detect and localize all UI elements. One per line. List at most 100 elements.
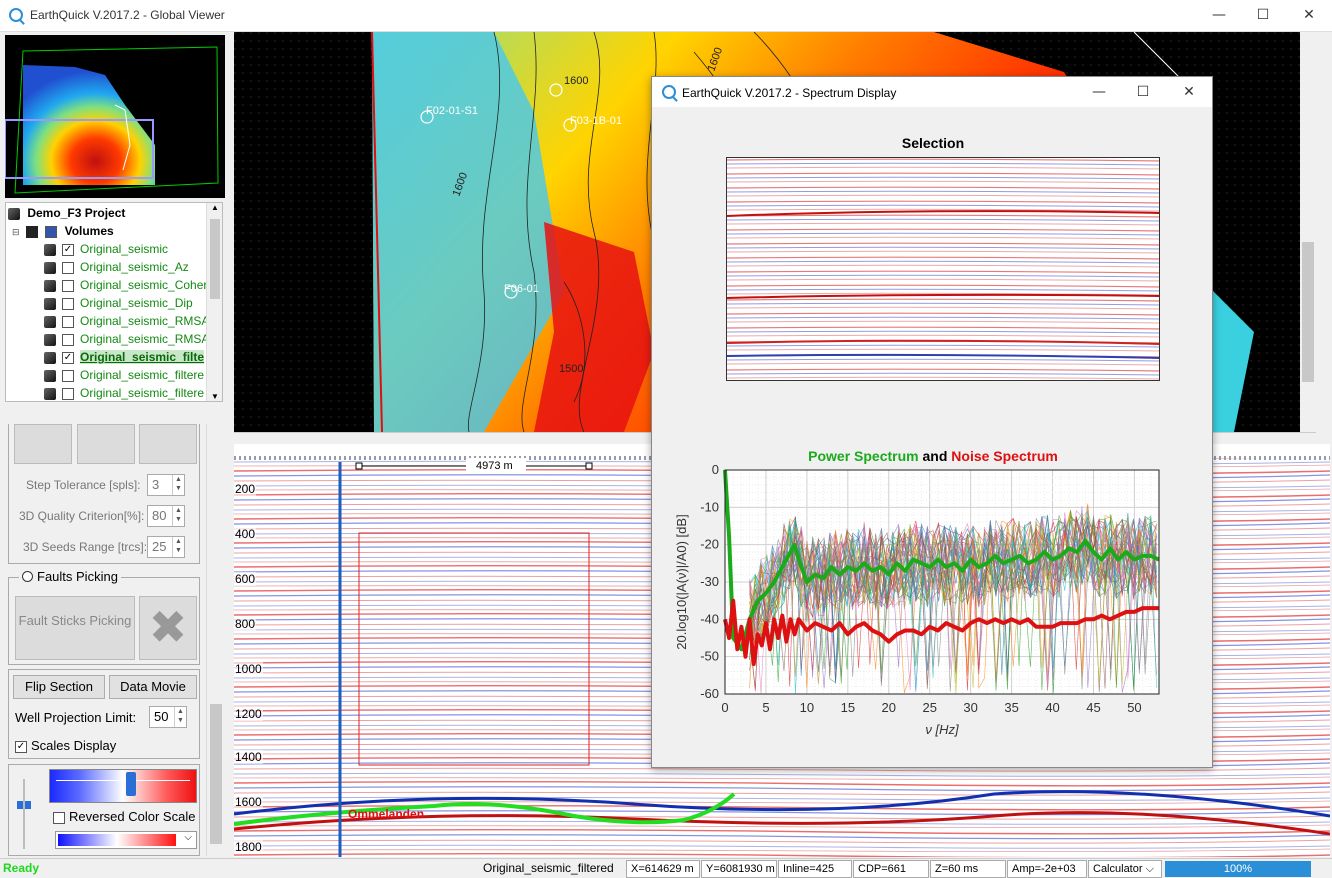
tree-volumes-row[interactable]: ⊟ Volumes — [12, 222, 114, 240]
checkbox-icon[interactable] — [53, 811, 65, 824]
tree-scroll-thumb[interactable] — [210, 219, 220, 299]
vertical-slider-track[interactable] — [23, 779, 25, 849]
x-tick-label: 5 — [762, 700, 769, 715]
spin-arrows-icon[interactable]: ▲ ▼ — [172, 537, 184, 557]
y-tick-label: -30 — [700, 574, 719, 589]
close-button[interactable]: ✕ — [1303, 7, 1315, 23]
scales-display-checkbox[interactable]: ✓ Scales Display — [15, 738, 116, 753]
volume-checkbox[interactable]: ✓ — [62, 243, 74, 256]
step-tolerance-label: Step Tolerance [spls]: — [26, 478, 141, 492]
volume-checkbox[interactable]: ✓ — [62, 351, 74, 364]
volumes-checkbox[interactable] — [45, 225, 58, 238]
fault-sticks-button[interactable]: Fault Sticks Picking — [15, 596, 135, 660]
minimize-button[interactable]: — — [1212, 7, 1226, 23]
maximize-button[interactable]: ☐ — [1256, 7, 1270, 23]
volume-cube-icon — [44, 297, 56, 310]
pick-mode-button-3[interactable] — [139, 424, 197, 464]
project-cube-icon — [8, 207, 20, 220]
chart-title-noise: Noise Spectrum — [951, 448, 1058, 464]
radio-icon[interactable] — [22, 571, 33, 582]
scroll-up-icon[interactable]: ▲ — [211, 203, 219, 212]
tree-volume-item[interactable]: ✓ Original_seismic_filte — [44, 348, 205, 366]
project-tree[interactable]: Demo_F3 Project ⊟ Volumes ✓ Original_seis… — [5, 202, 223, 402]
tree-volume-item[interactable]: ✓ Original_seismic — [44, 240, 168, 258]
tree-volume-item[interactable]: Original_seismic_filtere — [44, 384, 205, 401]
data-movie-button[interactable]: Data Movie — [109, 675, 197, 699]
spectrum-maximize-button[interactable]: ☐ — [1136, 84, 1150, 100]
trace-spectrum-line — [749, 516, 1157, 692]
tree-volume-item[interactable]: Original_seismic_filtere — [44, 366, 204, 384]
status-z: Z=60 ms — [930, 860, 1006, 878]
pick-mode-button-2[interactable] — [77, 424, 135, 464]
volume-checkbox[interactable] — [62, 279, 74, 292]
status-bar: Ready Original_seismic_filtered X=614629… — [0, 858, 1332, 878]
trace-spectrum-line — [749, 510, 1157, 614]
minimap-canvas — [5, 46, 219, 194]
spectrum-chart[interactable]: 0 5 10 15 20 25 30 35 40 45 500-10-20-30-40-50-60 … — [652, 463, 1214, 753]
volume-checkbox[interactable] — [62, 297, 74, 310]
tree-volumes-label: Volumes — [64, 224, 114, 238]
chevron-down-icon[interactable]: ⌵ — [184, 832, 192, 843]
volume-checkbox[interactable] — [62, 333, 74, 346]
color-scale-slider-handle[interactable] — [126, 772, 136, 796]
left-panel-scrollbar[interactable] — [206, 424, 224, 856]
faults-picking-label: Faults Picking — [37, 569, 118, 584]
y-tick-label: -20 — [700, 537, 719, 552]
x-tick-label: 25 — [922, 700, 936, 715]
x-axis-label: ν [Hz] — [925, 722, 959, 737]
quality-label: 3D Quality Criterion[%]: — [19, 509, 145, 523]
tree-volume-item[interactable]: Original_seismic_Coher — [44, 276, 207, 294]
volume-label: Original_seismic_filtere — [80, 386, 205, 400]
time-tick-label: 800 — [234, 617, 257, 631]
colormap-select[interactable]: ⌵ — [55, 831, 197, 849]
delete-x-icon[interactable]: ✖ — [139, 596, 197, 660]
left-scroll-thumb[interactable] — [210, 704, 222, 844]
spin-arrows-icon[interactable]: ▲ ▼ — [174, 707, 186, 727]
quality-spin[interactable]: 80 ▲ ▼ — [147, 505, 185, 527]
window-title: EarthQuick V.2017.2 - Global Viewer — [30, 8, 225, 22]
tree-scrollbar[interactable]: ▲ ▼ — [206, 203, 222, 401]
progress-bar: 100% — [1165, 861, 1311, 877]
x-tick-label: 40 — [1045, 700, 1059, 715]
volume-cube-icon — [44, 315, 56, 328]
tree-volume-item[interactable]: Original_seismic_RMSA — [44, 312, 209, 330]
step-tolerance-spin[interactable]: 3 ▲ ▼ — [147, 474, 185, 496]
tree-volume-item[interactable]: Original_seismic_Dip — [44, 294, 193, 312]
display-controls-box: Flip Section Data Movie Well Projection … — [8, 669, 200, 759]
pick-mode-button-1[interactable] — [14, 424, 72, 464]
status-inline: Inline=425 — [778, 860, 852, 878]
overview-minimap[interactable] — [5, 35, 225, 198]
volume-checkbox[interactable] — [62, 261, 74, 274]
plot-frame — [724, 469, 1160, 695]
volume-cube-icon — [44, 351, 56, 364]
tree-volume-item[interactable]: Original_seismic_RMSA — [44, 330, 209, 348]
volume-cube-icon — [44, 279, 56, 292]
spin-arrows-icon[interactable]: ▲ ▼ — [172, 506, 184, 526]
spectrum-close-button[interactable]: ✕ — [1183, 84, 1195, 100]
color-scale-bar[interactable] — [49, 769, 197, 803]
map-scrollbar[interactable] — [1300, 32, 1316, 432]
faults-picking-radio[interactable]: Faults Picking — [19, 569, 121, 584]
scroll-down-icon[interactable]: ▼ — [211, 392, 219, 401]
seeds-spin[interactable]: 25 ▲ ▼ — [147, 536, 185, 558]
volume-checkbox[interactable] — [62, 315, 74, 328]
volume-label: Original_seismic — [80, 242, 169, 256]
status-x: X=614629 m — [626, 860, 700, 878]
spectrum-minimize-button[interactable]: — — [1092, 84, 1106, 100]
tree-project-row[interactable]: Demo_F3 Project — [8, 204, 125, 222]
volume-checkbox[interactable] — [62, 369, 74, 382]
volume-checkbox[interactable] — [62, 387, 74, 400]
spin-arrows-icon[interactable]: ▲ ▼ — [172, 475, 184, 495]
flip-section-button[interactable]: Flip Section — [13, 675, 105, 699]
reversed-color-checkbox[interactable]: Reversed Color Scale — [53, 809, 195, 824]
selection-preview — [726, 157, 1160, 381]
calculator-select[interactable]: Calculator ⌵ — [1088, 860, 1162, 878]
well-projection-spin[interactable]: 50 ▲ ▼ — [149, 706, 187, 728]
scales-display-label: Scales Display — [31, 738, 117, 753]
spectrum-title-bar[interactable]: EarthQuick V.2017.2 - Spectrum Display —… — [652, 77, 1212, 107]
spectrum-dialog[interactable]: EarthQuick V.2017.2 - Spectrum Display —… — [651, 76, 1213, 768]
well-label: F06-01 — [504, 283, 539, 295]
tree-volume-item[interactable]: Original_seismic_Az — [44, 258, 189, 276]
checkbox-icon[interactable]: ✓ — [15, 740, 27, 753]
noise-spectrum-line — [723, 598, 1159, 667]
